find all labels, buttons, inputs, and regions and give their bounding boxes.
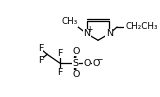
Text: O: O bbox=[83, 59, 91, 68]
Text: S: S bbox=[72, 59, 78, 68]
Text: F: F bbox=[38, 44, 43, 53]
Text: −: − bbox=[96, 55, 103, 64]
Text: N: N bbox=[106, 29, 113, 38]
Text: +: + bbox=[86, 25, 92, 34]
Text: F: F bbox=[57, 68, 62, 77]
Text: F: F bbox=[38, 56, 43, 65]
Text: CH₂CH₃: CH₂CH₃ bbox=[126, 22, 158, 31]
Text: O: O bbox=[72, 70, 80, 79]
Text: N: N bbox=[83, 29, 90, 38]
Text: F: F bbox=[57, 49, 62, 58]
Text: CH₃: CH₃ bbox=[61, 17, 77, 26]
Text: O: O bbox=[93, 59, 100, 68]
Text: O: O bbox=[72, 47, 80, 56]
